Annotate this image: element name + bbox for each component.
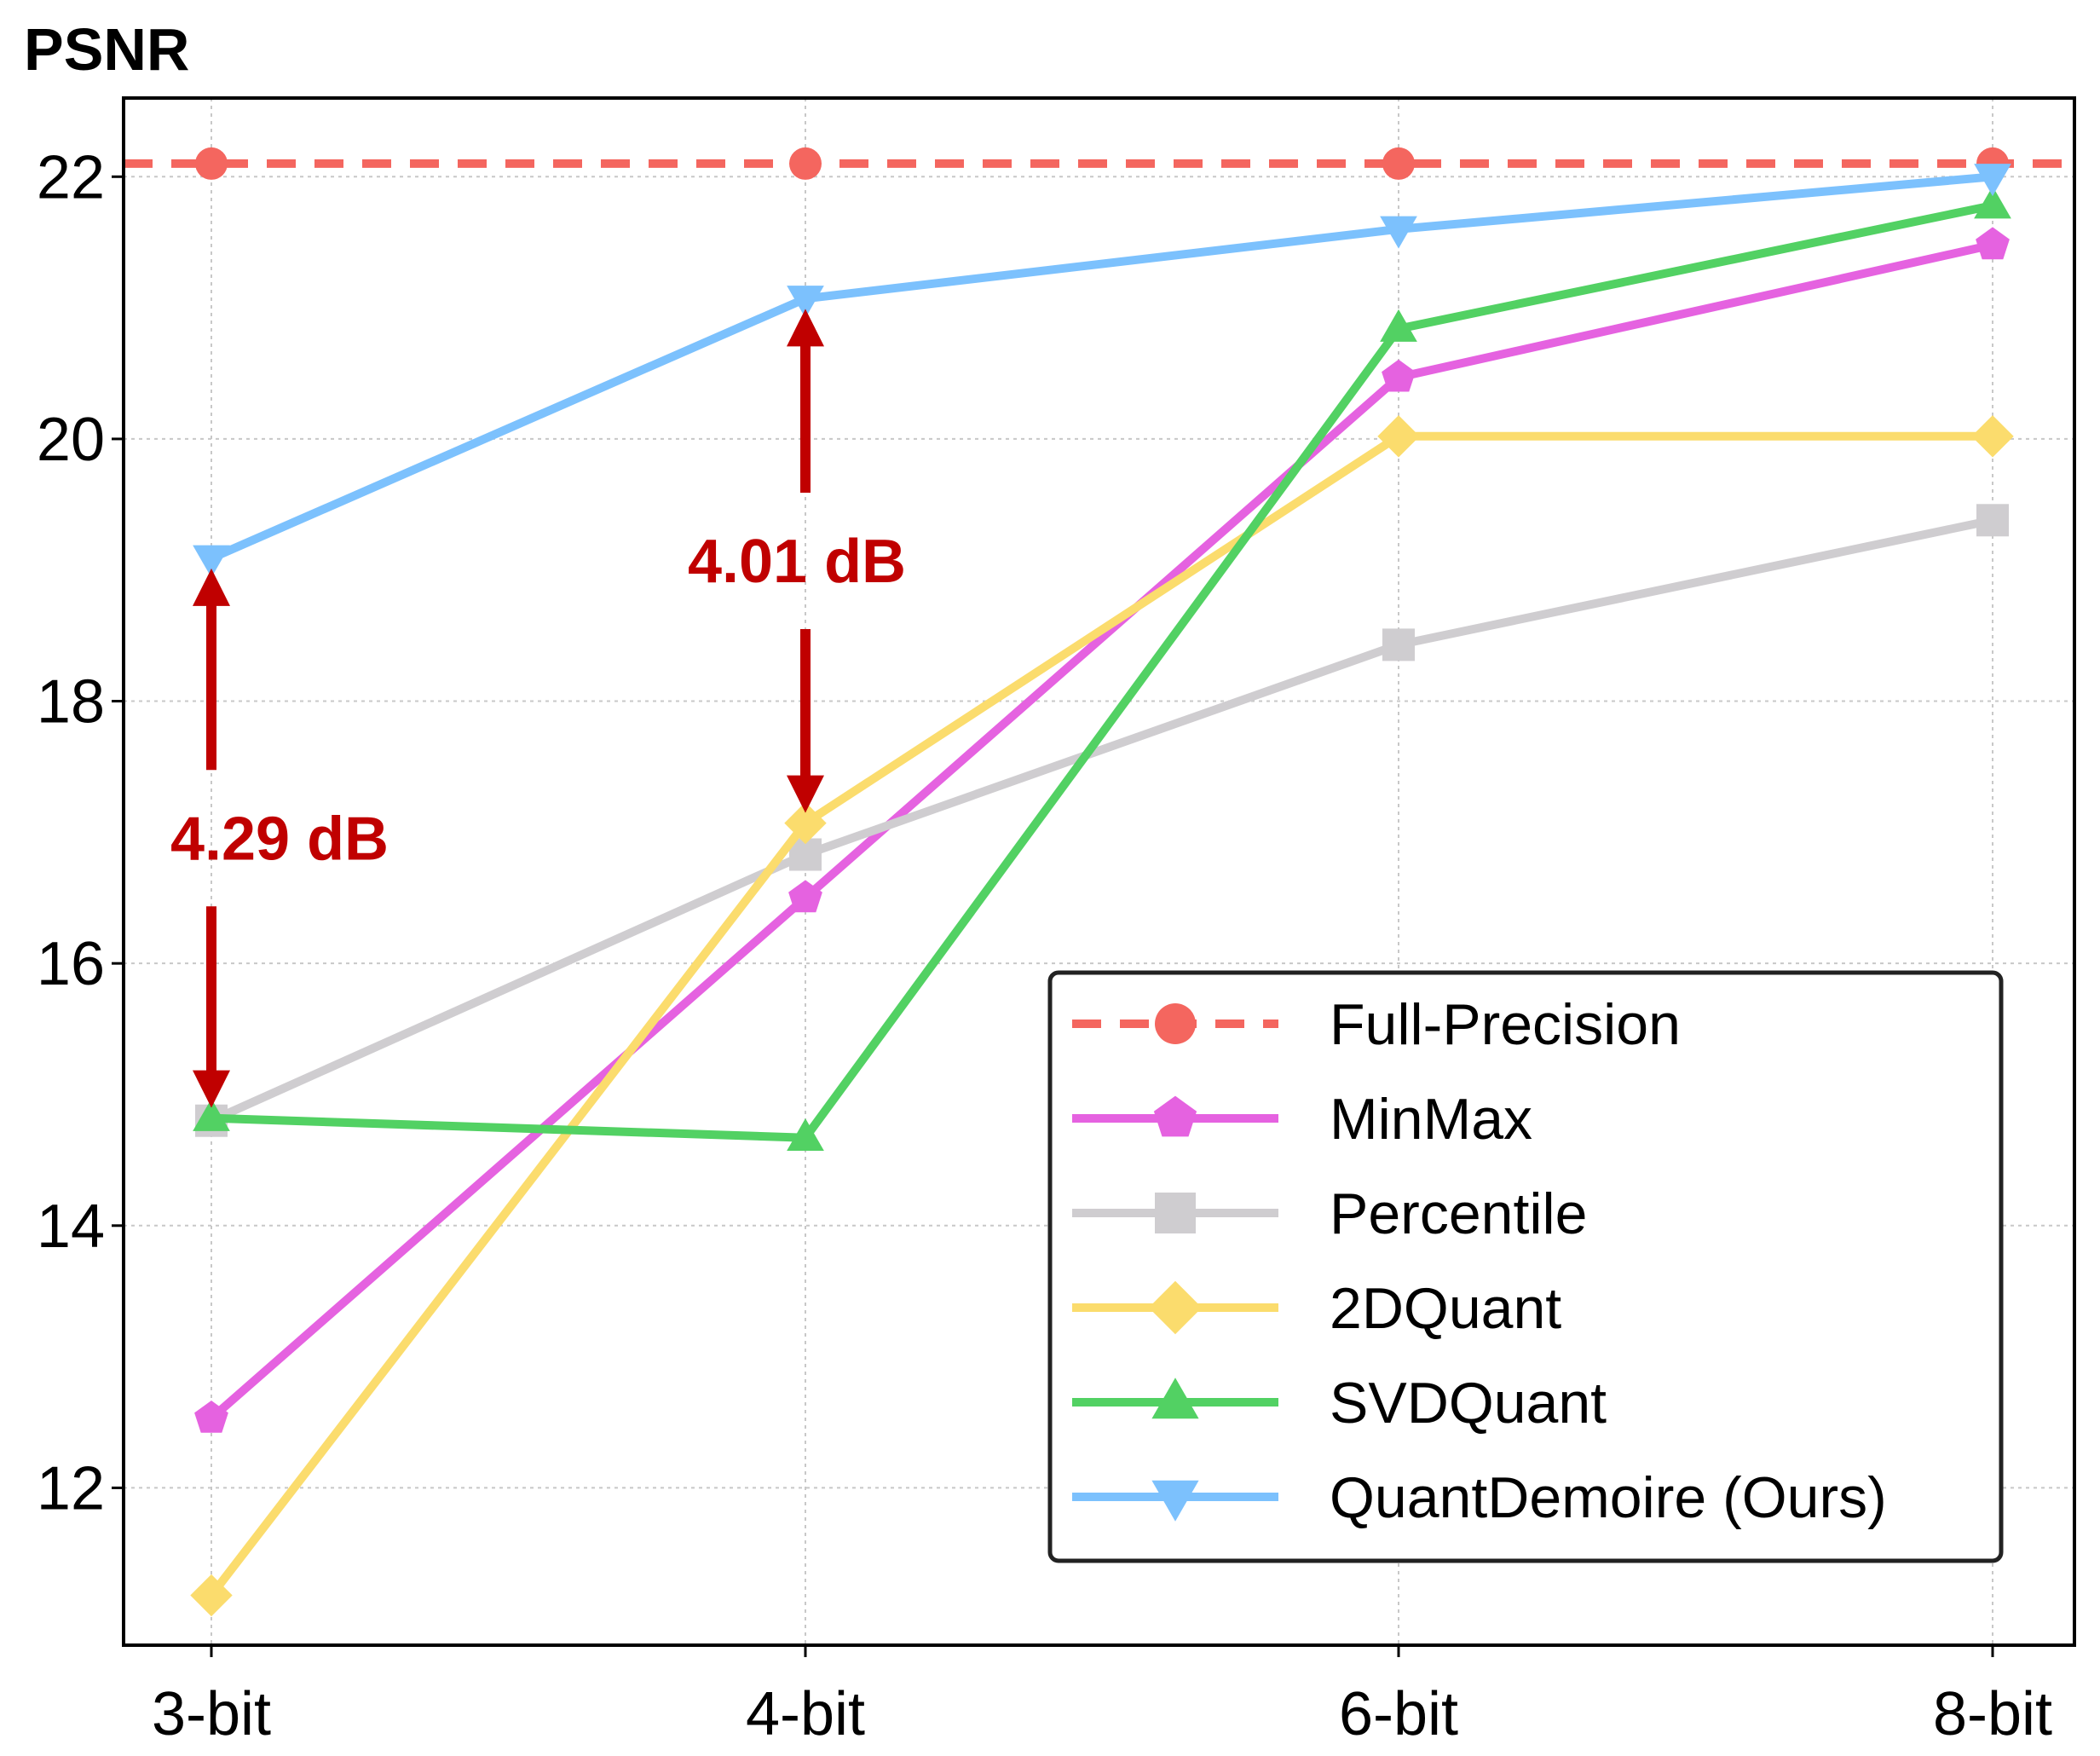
arrow-head-down [193, 1070, 230, 1108]
y-tick-label: 14 [37, 1193, 105, 1261]
data-point [787, 286, 824, 319]
legend-swatch-marker [1151, 1480, 1199, 1522]
legend-entry: Full-Precision [1072, 992, 1681, 1057]
data-point [1380, 309, 1417, 342]
x-tick-label: 6-bit [1339, 1680, 1458, 1748]
y-tick-label: 22 [37, 143, 105, 211]
data-point [1976, 504, 2009, 537]
series-lines [124, 147, 2074, 1617]
gap-annotation: 4.29 dB [170, 568, 389, 1108]
series-line [209, 172, 1993, 563]
y-tick-label: 16 [37, 930, 105, 998]
annotation-label: 4.01 dB [688, 528, 906, 596]
legend-entry: Percentile [1072, 1181, 1587, 1246]
data-point [789, 147, 822, 180]
legend-swatch-marker [1155, 1003, 1196, 1044]
series-line [209, 516, 1994, 1125]
x-tick-label: 8-bit [1933, 1680, 2052, 1748]
data-point [1382, 628, 1415, 661]
legend-swatch-marker [1148, 1280, 1203, 1335]
series-full-precision [124, 147, 2074, 180]
data-point [1382, 147, 1415, 180]
legend-label: MinMax [1330, 1087, 1532, 1152]
annotation-label: 4.29 dB [170, 805, 389, 873]
legend-entry: QuantDemoire (Ours) [1072, 1465, 1887, 1530]
arrow-head-up [193, 568, 230, 606]
legend-box [1047, 970, 2004, 1563]
arrow-head-down [787, 775, 824, 813]
data-point [195, 147, 228, 180]
legend-swatch-marker [1151, 1378, 1199, 1419]
data-point [190, 1574, 233, 1617]
data-point [194, 1401, 228, 1433]
gap-annotations: 4.29 dB 4.01 dB [170, 309, 906, 1108]
legend-label: 2DQuant [1330, 1276, 1561, 1341]
y-tick-label: 20 [37, 406, 105, 474]
series-line [211, 201, 1994, 1142]
data-point [1971, 415, 2014, 458]
data-point [1974, 186, 2011, 219]
data-point [787, 1118, 824, 1151]
data-point [1380, 216, 1417, 249]
series-svdquant [193, 186, 2011, 1151]
data-point [1974, 164, 2011, 197]
legend-label: QuantDemoire (Ours) [1330, 1465, 1887, 1530]
arrow-head-up [787, 309, 824, 347]
legend-label: Percentile [1330, 1181, 1587, 1246]
legend-entry: 2DQuant [1072, 1276, 1561, 1341]
data-point [1976, 227, 2010, 260]
y-axis-title: PSNR [24, 16, 189, 83]
gap-annotation: 4.01 dB [688, 309, 906, 813]
plot-frame [122, 96, 2076, 1647]
series-line [208, 431, 1993, 1598]
series-minmax [194, 227, 2010, 1433]
series-line [208, 240, 1994, 1422]
legend-entry: SVDQuant [1072, 1371, 1607, 1435]
legend-swatch-marker [1153, 1095, 1197, 1137]
data-point [193, 1098, 230, 1131]
y-tick-label: 18 [37, 668, 105, 736]
x-tick-label: 4-bit [746, 1680, 865, 1748]
x-tick-label: 3-bit [152, 1680, 271, 1748]
data-point [1377, 415, 1420, 458]
series-2dquant [190, 415, 2014, 1617]
axis-ticks: 12 14 16 18 20 22 3-bit 4-bit 6-bit 8-bit [37, 143, 2052, 1748]
legend-label: SVDQuant [1330, 1371, 1607, 1435]
legend-label: Full-Precision [1330, 992, 1681, 1057]
data-point [784, 801, 827, 845]
data-point [193, 545, 230, 578]
y-tick-label: 12 [37, 1454, 105, 1522]
legend: Full-Precision MinMax Percentile 2DQuant SVD… [1047, 970, 2004, 1563]
series-quantdemoire-ours [193, 164, 2011, 578]
data-point [788, 880, 822, 913]
legend-entry: MinMax [1072, 1087, 1532, 1152]
legend-swatch-marker [1155, 1193, 1196, 1233]
data-point [1382, 359, 1416, 392]
